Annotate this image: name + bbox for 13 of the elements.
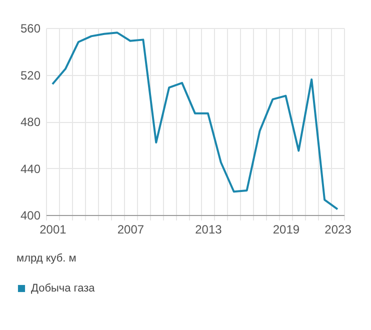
x-tick-label: 2019 bbox=[272, 222, 300, 236]
y-tick-label: 520 bbox=[20, 68, 41, 82]
x-tick-label: 2007 bbox=[117, 222, 144, 236]
y-axis-title: млрд куб. м bbox=[16, 252, 76, 264]
legend-label: Добыча газа bbox=[31, 282, 96, 294]
y-tick-label: 560 bbox=[20, 22, 41, 36]
line-series bbox=[51, 32, 339, 210]
y-tick-label: 480 bbox=[20, 115, 41, 129]
y-tick-label: 400 bbox=[20, 208, 41, 222]
x-tick-label: 2013 bbox=[195, 222, 222, 236]
x-tick-label: 2023 bbox=[324, 222, 352, 236]
x-tick-label: 2001 bbox=[40, 222, 67, 236]
y-tick-label: 440 bbox=[20, 162, 41, 176]
